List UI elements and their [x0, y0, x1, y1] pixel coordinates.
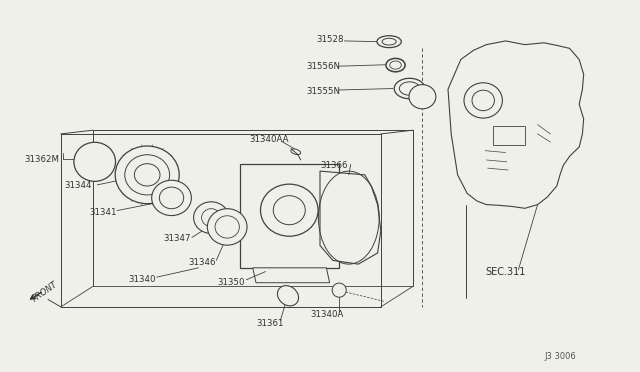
Text: 31346: 31346: [189, 258, 216, 267]
Ellipse shape: [273, 196, 305, 225]
Text: 31528: 31528: [317, 35, 344, 44]
Ellipse shape: [409, 85, 436, 109]
Ellipse shape: [332, 283, 346, 297]
Polygon shape: [320, 171, 381, 264]
Text: 31340: 31340: [128, 275, 156, 284]
Ellipse shape: [399, 82, 420, 95]
Ellipse shape: [207, 209, 247, 245]
Ellipse shape: [152, 180, 191, 216]
Text: 31366: 31366: [320, 161, 348, 170]
Text: 31344: 31344: [64, 182, 92, 190]
Ellipse shape: [386, 58, 405, 72]
Text: FRONT: FRONT: [31, 280, 59, 304]
Text: 31340AA: 31340AA: [250, 135, 289, 144]
Ellipse shape: [74, 142, 115, 182]
Polygon shape: [493, 126, 525, 145]
Ellipse shape: [260, 184, 318, 236]
Text: 31350: 31350: [218, 278, 245, 287]
Text: 31341: 31341: [90, 208, 117, 217]
Ellipse shape: [390, 61, 401, 69]
Polygon shape: [448, 41, 584, 208]
Ellipse shape: [394, 78, 425, 99]
Ellipse shape: [278, 286, 298, 306]
Ellipse shape: [159, 187, 184, 209]
Ellipse shape: [382, 38, 396, 45]
Ellipse shape: [134, 164, 160, 186]
Ellipse shape: [125, 155, 170, 195]
Ellipse shape: [472, 90, 494, 111]
Text: J3 3006: J3 3006: [544, 352, 576, 361]
Text: 31555N: 31555N: [306, 87, 340, 96]
Ellipse shape: [115, 146, 179, 204]
Ellipse shape: [194, 202, 229, 234]
Ellipse shape: [377, 36, 401, 48]
Text: 31340A: 31340A: [310, 310, 344, 319]
Polygon shape: [240, 164, 339, 268]
Text: 31362M: 31362M: [24, 155, 60, 164]
Text: SEC.311: SEC.311: [485, 267, 526, 277]
Ellipse shape: [464, 83, 502, 118]
Polygon shape: [253, 268, 330, 283]
Text: 31347: 31347: [163, 234, 191, 243]
Ellipse shape: [215, 216, 239, 238]
Ellipse shape: [202, 209, 221, 227]
Text: 31556N: 31556N: [306, 62, 340, 71]
Text: 31361: 31361: [256, 319, 284, 328]
